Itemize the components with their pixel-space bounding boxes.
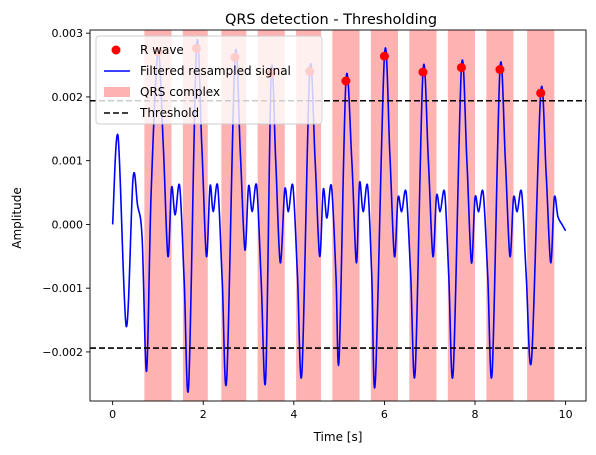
x-axis-label: Time [s] — [313, 430, 363, 444]
legend-qrs-swatch — [104, 87, 130, 97]
qrs-window — [370, 30, 399, 401]
legend-label: Threshold — [139, 106, 199, 120]
y-tick-label: 0.003 — [52, 27, 84, 40]
y-tick-label: 0.000 — [52, 218, 84, 231]
y-tick-label: −0.002 — [42, 346, 83, 359]
legend-label: Filtered resampled signal — [140, 64, 291, 78]
qrs-window — [527, 30, 555, 401]
legend-entry: QRS complex — [104, 85, 220, 99]
r-wave-marker — [341, 76, 351, 86]
r-wave-marker — [495, 65, 505, 75]
qrs-window — [486, 30, 514, 401]
legend-entry: Filtered resampled signal — [104, 64, 291, 78]
axes: 0 2 4 6 8 10 −0.002 −0.001 0.000 0.001 0.002 0.003 — [42, 27, 587, 421]
r-wave-marker — [536, 88, 546, 98]
x-tick-label: 0 — [109, 408, 116, 421]
x-tick-label: 2 — [200, 408, 207, 421]
chart-title: QRS detection - Thresholding — [225, 12, 437, 28]
y-axis-label: Amplitude — [10, 187, 24, 249]
r-wave-marker — [456, 63, 466, 73]
y-tick-label: 0.002 — [52, 91, 84, 104]
y-tick-label: 0.001 — [52, 155, 84, 168]
qrs-window — [447, 30, 476, 401]
legend-label: QRS complex — [140, 85, 220, 99]
x-tick-label: 10 — [559, 408, 573, 421]
r-wave-marker — [379, 51, 389, 61]
axes-frame — [89, 29, 587, 402]
y-tick-label: −0.001 — [42, 282, 83, 295]
legend-box — [95, 35, 323, 125]
legend: R wave Filtered resampled signal QRS compl… — [95, 35, 323, 125]
signal-line — [111, 39, 567, 393]
legend-label: R wave — [140, 43, 184, 57]
x-tick-label: 6 — [381, 408, 388, 421]
x-tick-label: 8 — [472, 408, 479, 421]
legend-r-wave-marker — [111, 45, 121, 55]
r-wave-marker — [418, 67, 428, 77]
legend-entry: Threshold — [104, 106, 199, 120]
x-tick-label: 4 — [290, 408, 297, 421]
legend-entry: R wave — [111, 43, 184, 57]
